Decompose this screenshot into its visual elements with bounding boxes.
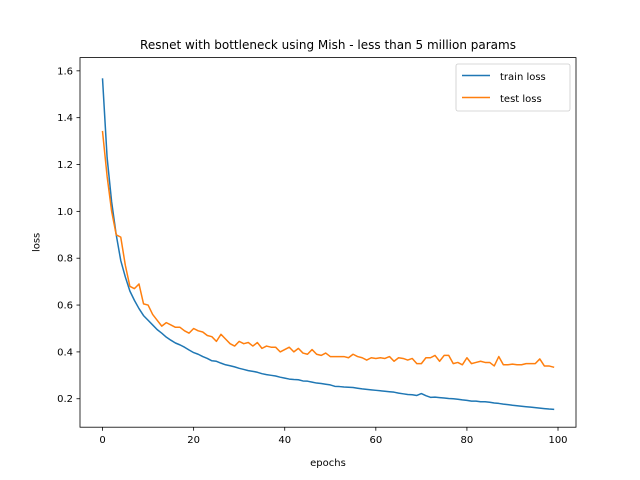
legend-label-test-loss: test loss xyxy=(500,94,542,105)
y-tick-label: 0.8 xyxy=(57,254,73,265)
x-tick-label: 40 xyxy=(278,435,291,446)
plot-area-frame xyxy=(79,57,577,428)
y-tick-label: 0.4 xyxy=(57,347,73,358)
x-axis-label: epochs xyxy=(310,458,346,469)
y-axis-label: loss xyxy=(32,233,43,252)
y-tick-label: 1.4 xyxy=(57,113,73,124)
y-tick-label: 1.6 xyxy=(57,66,73,77)
x-tick-label: 60 xyxy=(369,435,382,446)
ticks-layer: 0 20 40 60 80 100 0.2 0.4 0.6 0.8 1.0 1.2 1.4 1.6 xyxy=(57,66,567,446)
x-tick-label: 80 xyxy=(461,435,474,446)
chart-title: Resnet with bottleneck using Mish - less… xyxy=(140,38,516,52)
legend: train loss test loss xyxy=(455,63,571,112)
x-tick-label: 20 xyxy=(187,435,200,446)
x-tick-label: 100 xyxy=(548,435,567,446)
y-tick-label: 0.2 xyxy=(57,394,73,405)
series-layer xyxy=(101,78,555,411)
legend-label-train-loss: train loss xyxy=(500,72,546,83)
y-tick-label: 0.6 xyxy=(57,301,73,312)
y-tick-label: 1.0 xyxy=(57,207,73,218)
x-tick-label: 0 xyxy=(99,435,105,446)
series-line-train-loss xyxy=(101,78,555,411)
y-tick-label: 1.2 xyxy=(57,160,73,171)
series-line-test-loss xyxy=(101,130,555,369)
